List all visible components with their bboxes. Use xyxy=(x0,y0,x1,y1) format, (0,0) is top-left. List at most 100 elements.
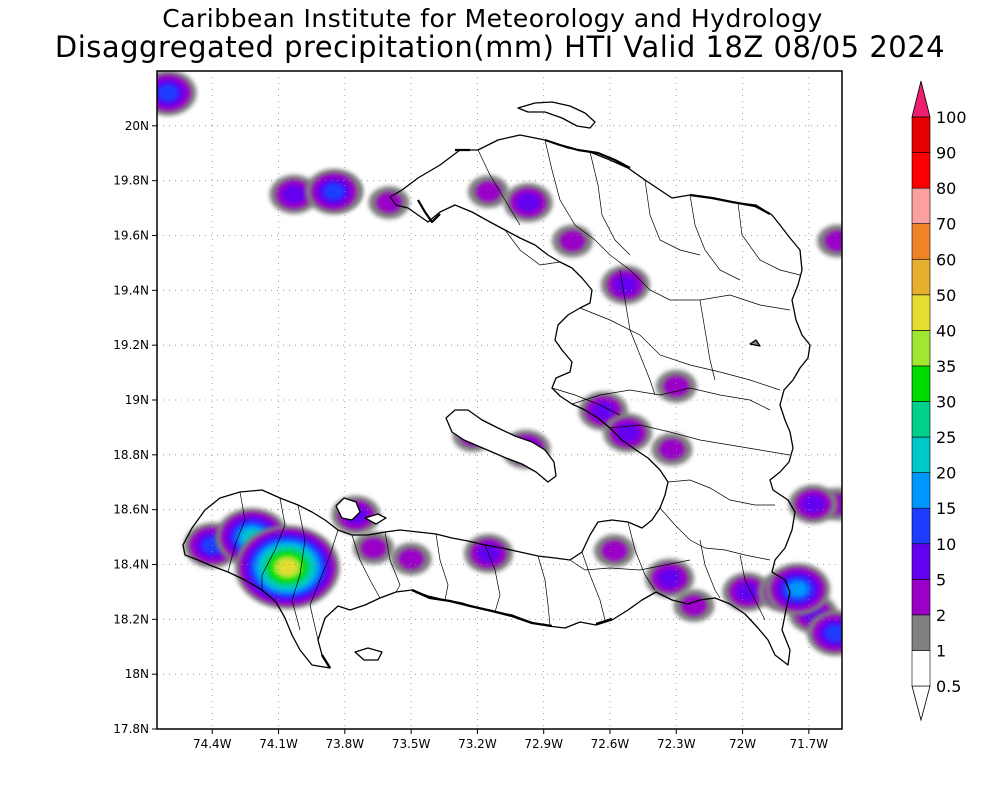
boundary-line xyxy=(739,554,766,621)
boundary-line xyxy=(609,254,791,311)
admin-boundaries xyxy=(227,139,801,641)
haiti-mainland-coastline xyxy=(182,134,811,669)
precip-cell xyxy=(824,230,842,252)
boundary-line xyxy=(544,139,611,256)
colorbar-label: 60 xyxy=(936,250,956,269)
y-tick-label: 18.6N xyxy=(113,503,149,517)
colorbar-segment xyxy=(911,436,931,473)
boundary-line xyxy=(689,194,741,281)
precip-cell xyxy=(616,423,640,443)
coastline-layer xyxy=(182,101,811,669)
precip-cell xyxy=(475,181,502,202)
precip-cell xyxy=(658,569,682,588)
chart-title-line-2: Disaggregated precipitation(mm) HTI Vali… xyxy=(54,30,946,64)
colorbar-label: 80 xyxy=(936,179,956,198)
ile-a-vache xyxy=(354,647,383,661)
precip-cell xyxy=(398,548,424,570)
colorbar-segment xyxy=(911,543,931,580)
boundary-line xyxy=(644,179,701,256)
boundary-line xyxy=(581,551,606,621)
colorbar-label: 30 xyxy=(936,393,956,412)
boundary-line xyxy=(504,229,561,266)
precip-cell xyxy=(157,84,179,102)
y-tick-label: 18.2N xyxy=(113,612,149,626)
colorbar-label: 100 xyxy=(936,108,967,127)
colorbar-segment xyxy=(911,507,931,545)
boundary-line xyxy=(699,539,721,599)
x-tick-label: 72W xyxy=(729,737,756,751)
precip-cell xyxy=(663,376,690,397)
x-tick-label: 73.2W xyxy=(458,737,497,751)
precip-cell xyxy=(613,275,637,295)
precip-cell xyxy=(735,582,759,602)
colorbar-segment xyxy=(911,152,931,189)
colorbar-label: 50 xyxy=(936,286,956,305)
colorbar-label: 2 xyxy=(936,606,946,625)
boundary-line xyxy=(571,387,771,411)
colorbar-label: 1 xyxy=(936,641,946,660)
boundary-line xyxy=(659,507,771,561)
boundary-line xyxy=(537,555,551,626)
y-tick-label: 20N xyxy=(125,119,149,133)
colorbar-segment xyxy=(911,401,931,438)
colorbar-segment xyxy=(911,614,931,651)
colorbar-segment xyxy=(911,330,931,367)
colorbar-label: 20 xyxy=(936,464,956,483)
precip-cell xyxy=(659,439,685,460)
y-tick-label: 18N xyxy=(125,667,149,681)
boundary-line xyxy=(627,521,656,591)
precip-cell xyxy=(824,624,842,642)
colorbar-segment xyxy=(911,579,931,616)
x-tick-label: 72.6W xyxy=(591,737,630,751)
precip-cell xyxy=(322,182,345,201)
boundary-line xyxy=(609,424,791,456)
colorbar-arrow-low xyxy=(911,685,931,722)
colorbar-segment xyxy=(911,223,931,260)
colorbar-label: 5 xyxy=(936,570,946,589)
boundary-line xyxy=(351,534,381,599)
x-tick-label: 74.4W xyxy=(193,737,232,751)
chart-title-line-1: Caribbean Institute for Meteorology and … xyxy=(162,4,823,33)
navassa-dot xyxy=(749,339,761,347)
cayemites-island xyxy=(335,497,361,521)
colorbar-segment xyxy=(911,258,931,296)
colorbar-segment xyxy=(911,187,931,224)
x-tick-label: 72.3W xyxy=(657,737,696,751)
boundary-line xyxy=(435,533,449,601)
boundary-line xyxy=(291,504,306,631)
colorbar-segment xyxy=(911,472,931,509)
boundary-line xyxy=(484,544,501,613)
boundary-line xyxy=(477,149,521,226)
boundary-line xyxy=(569,559,691,571)
north-coast-detail xyxy=(417,138,771,224)
x-tick-label: 73.8W xyxy=(326,737,365,751)
colorbar-label: 35 xyxy=(936,357,956,376)
boundary-line xyxy=(667,479,775,506)
precip-cell xyxy=(282,185,306,204)
ile-de-la-gonave xyxy=(445,409,557,483)
colorbar-label: 70 xyxy=(936,215,956,234)
boundary-line xyxy=(227,491,246,573)
colorbar-label: 0.5 xyxy=(936,677,961,696)
boundary-line xyxy=(384,531,401,593)
colorbar-segment xyxy=(911,365,931,402)
boundary-line xyxy=(551,387,621,416)
colorbar-segment xyxy=(911,650,931,687)
precip-cell xyxy=(591,401,615,421)
south-coast-detail xyxy=(320,588,613,669)
y-tick-label: 19.2N xyxy=(113,338,149,352)
precip-cell xyxy=(801,494,825,514)
axes: 20N 19.8N 19.6N 19.4N 19.2N 19N 18.8N 18.6N 18.4… xyxy=(113,119,828,751)
boundary-line xyxy=(261,497,286,590)
colorbar-label: 40 xyxy=(936,321,956,340)
small-island-west xyxy=(364,513,387,525)
x-tick-label: 73.5W xyxy=(392,737,431,751)
y-tick-label: 19N xyxy=(125,393,149,407)
precip-cell xyxy=(516,193,540,212)
x-tick-label: 74.1W xyxy=(259,737,298,751)
colorbar-label: 90 xyxy=(936,144,956,163)
colorbar-label: 10 xyxy=(936,535,956,554)
boundary-line xyxy=(619,269,656,396)
